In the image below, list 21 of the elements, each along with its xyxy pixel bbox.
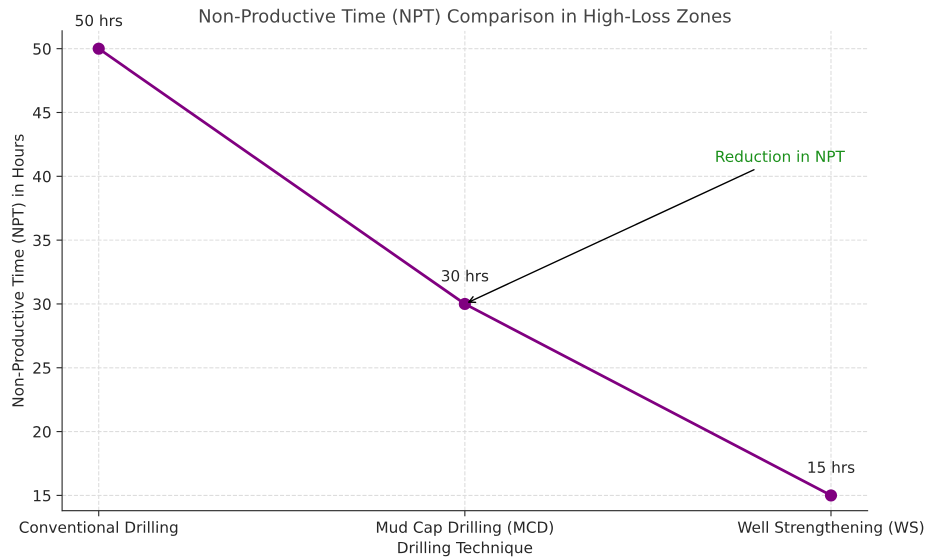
chart-title: Non-Productive Time (NPT) Comparison in High-Loss Zones xyxy=(200,8,731,26)
y-tick-label: 50 xyxy=(33,43,51,55)
point xyxy=(824,489,838,502)
data-label: 30 hrs xyxy=(442,270,488,282)
annotation: Reduction in NPT xyxy=(716,150,845,162)
y-tick-label: 25 xyxy=(33,362,50,374)
x-tick-label: Conventional Drilling xyxy=(20,521,178,536)
y-tick-label: 15 xyxy=(34,490,50,502)
y-axis-title: Non-Productive Time (NPT) in Hours xyxy=(12,134,26,406)
data-label: 50 hrs xyxy=(76,14,122,26)
x-axis-title: Drilling Technique xyxy=(398,541,532,556)
y-tick-label: 35 xyxy=(33,234,50,246)
data-label: 15 hrs xyxy=(808,461,854,473)
x-tick-label: Well Strengthening (WS) xyxy=(738,521,924,536)
point xyxy=(92,42,105,55)
y-tick-label: 40 xyxy=(32,170,51,182)
x-tick-label: Mud Cap Drilling (MCD) xyxy=(376,521,553,536)
y-tick-label: 20 xyxy=(33,426,51,438)
y-tick-label: 30 xyxy=(33,298,51,310)
point xyxy=(458,298,471,310)
y-tick-label: 45 xyxy=(32,107,50,119)
